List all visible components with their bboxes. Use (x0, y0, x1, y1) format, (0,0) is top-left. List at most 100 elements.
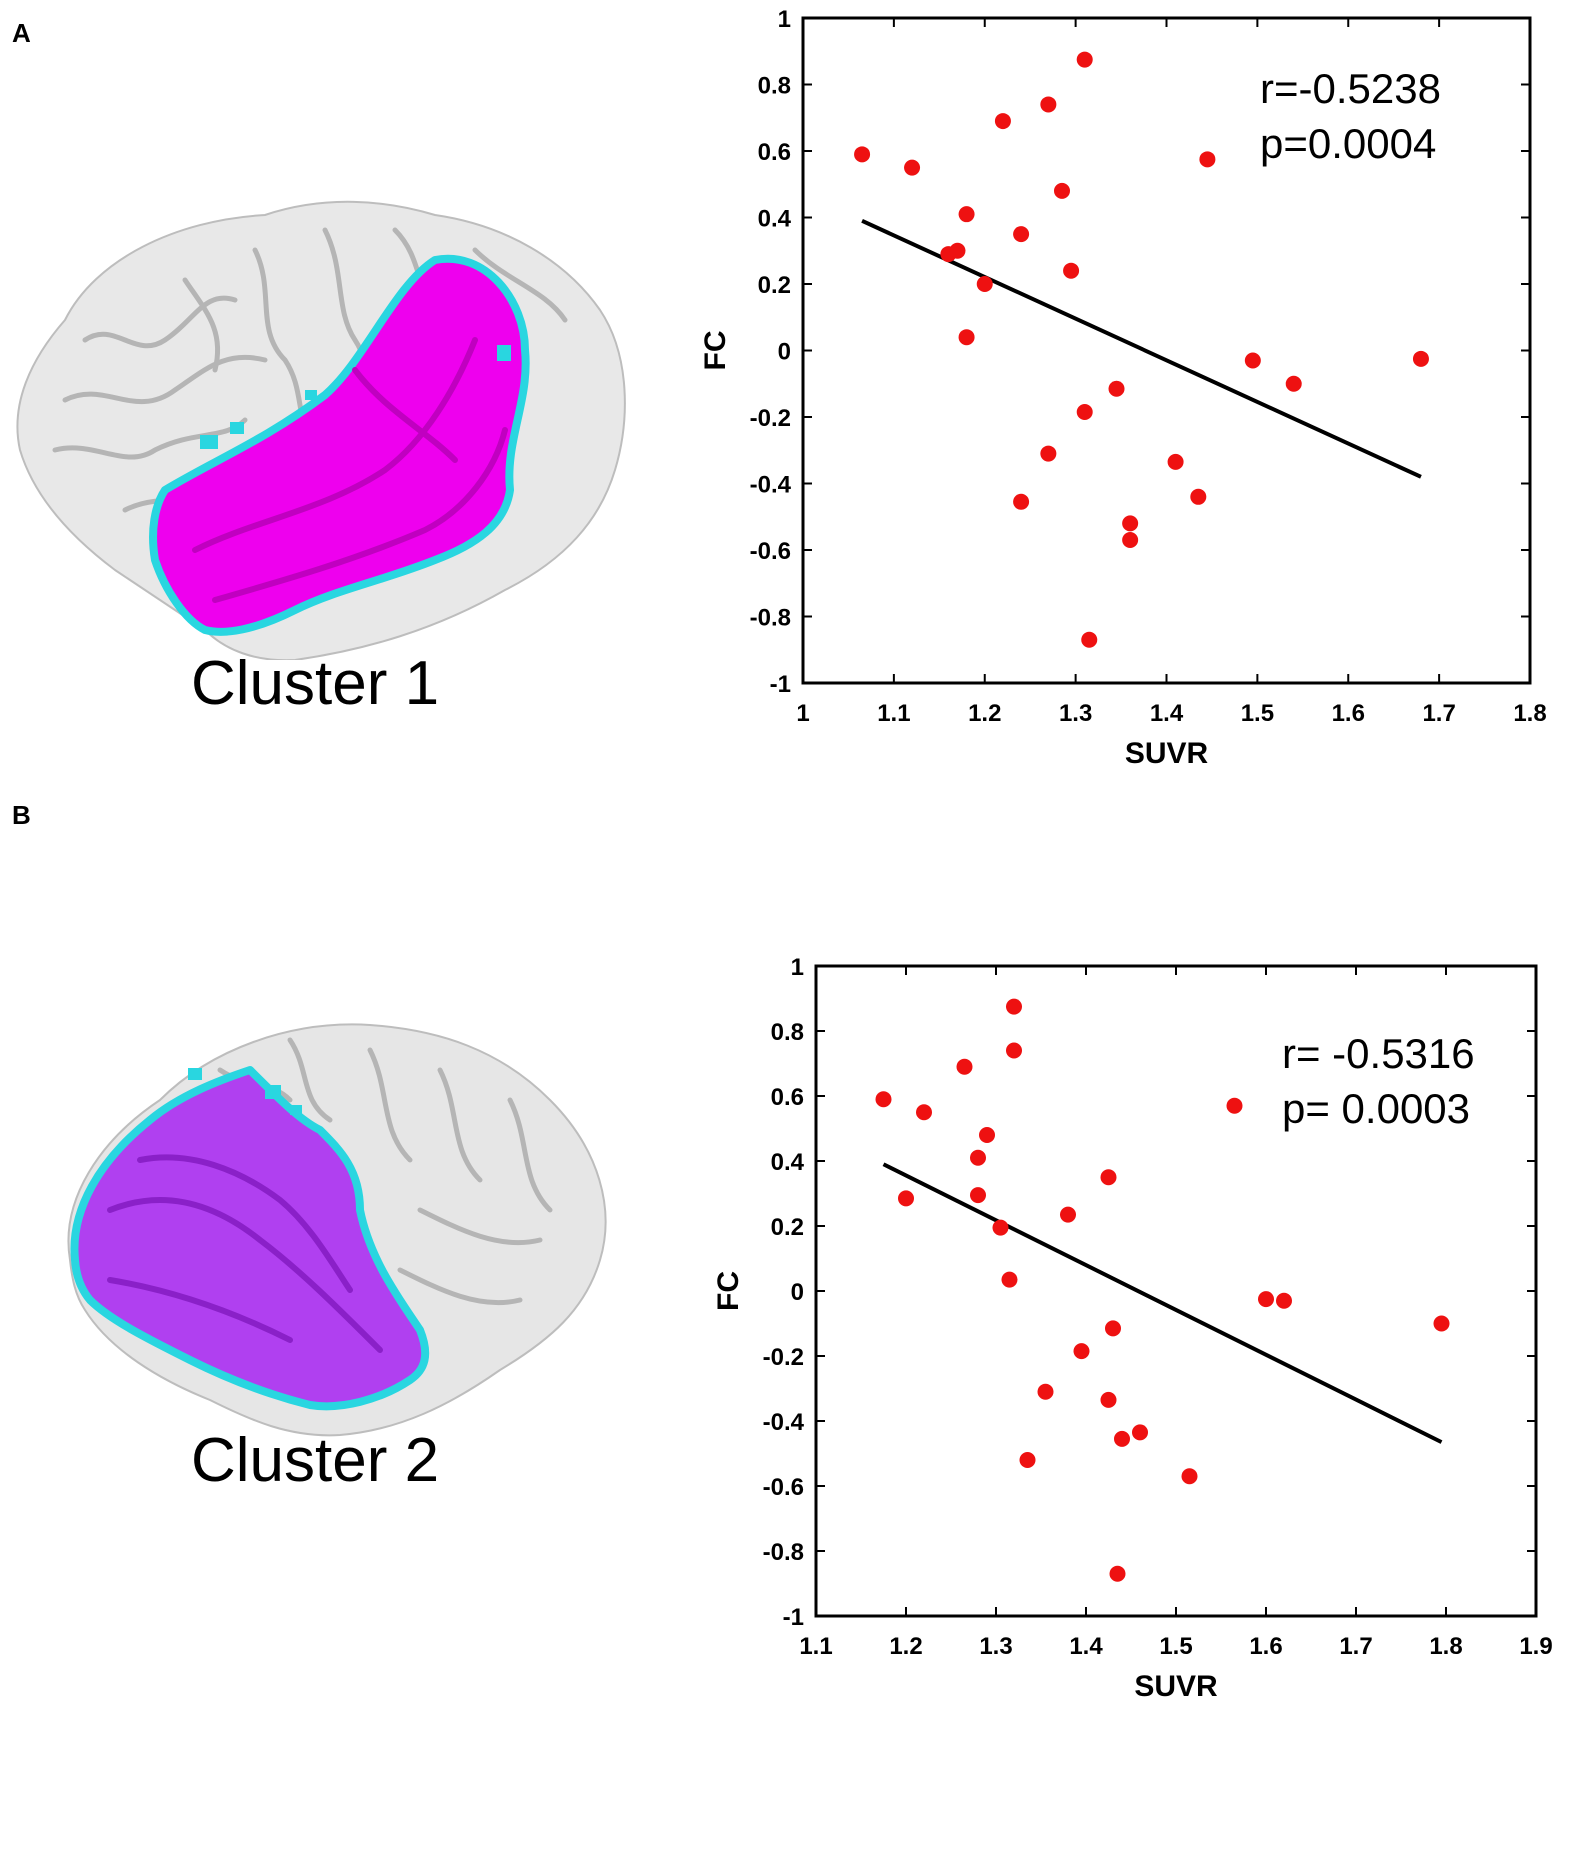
brain-cluster-2-image (67, 1023, 607, 1437)
x-axis-label: SUVR (1134, 1670, 1218, 1703)
cluster-2-label: Cluster 2 (190, 1426, 440, 1495)
y-tick-label: 0.8 (771, 1019, 804, 1046)
x-tick-label: 1.6 (1249, 1633, 1282, 1660)
panel-letter-a: A (12, 18, 31, 48)
x-tick-label: 1.7 (1422, 700, 1455, 727)
x-tick-label: 1.8 (1513, 700, 1546, 727)
scatter-plot-b-svg: r= -0.5316 p= 0.0003 1.1 1.2 1.3 1.4 1.5 1.6 1… (712, 954, 1553, 1703)
y-tick-label: 0.4 (758, 206, 792, 233)
data-point (904, 159, 921, 176)
cluster-1-label: Cluster 1 (190, 649, 440, 718)
data-point (1063, 262, 1080, 279)
data-point (854, 146, 871, 163)
data-point (949, 242, 966, 259)
data-point (1100, 1169, 1117, 1186)
data-point (1001, 1271, 1018, 1288)
x-tick-label: 1.2 (968, 700, 1001, 727)
y-tick-label: 0 (778, 339, 791, 366)
data-point (1199, 151, 1216, 168)
x-tick-label: 1.3 (979, 1633, 1012, 1660)
data-point (1114, 1430, 1130, 1447)
x-tick-label: 1 (796, 700, 809, 727)
data-point (1433, 1315, 1450, 1332)
x-tick-label: 1.6 (1332, 700, 1365, 727)
data-point (1013, 226, 1030, 243)
y-tick-label: 1 (778, 6, 791, 33)
data-point (992, 1219, 1009, 1236)
y-tick-label: 0.6 (771, 1084, 804, 1111)
x-tick-label: 1.7 (1339, 1633, 1372, 1660)
y-tick-label: 0.4 (771, 1149, 805, 1176)
regression-line (882, 1162, 1443, 1444)
x-tick-label: 1.4 (1150, 700, 1184, 727)
x-tick-label: 1.1 (877, 700, 910, 727)
stat-p-b: p= 0.0003 (1282, 1085, 1470, 1132)
x-tick-label: 1.1 (799, 1633, 832, 1660)
data-point (1122, 515, 1139, 532)
data-point (1226, 1097, 1243, 1114)
data-point (898, 1190, 914, 1207)
data-point (976, 276, 993, 292)
y-axis-label: FC (712, 1271, 745, 1311)
scatter-chart-b: r= -0.5316 p= 0.0003 1.1 1.2 1.3 1.4 1.5 1.6 1… (700, 950, 1581, 1850)
data-point (1040, 96, 1057, 113)
data-point (1109, 1565, 1126, 1582)
data-point (958, 206, 975, 223)
regression-line (861, 219, 1422, 479)
data-point (1105, 1320, 1121, 1337)
data-point (1181, 1468, 1198, 1485)
y-tick-label: 0.8 (758, 73, 791, 100)
y-tick-label: -0.2 (763, 1344, 804, 1371)
brain-cluster-1-image (16, 200, 626, 660)
y-tick-label: -1 (783, 1604, 804, 1631)
stat-p-a: p=0.0004 (1260, 120, 1436, 167)
data-point (1132, 1424, 1148, 1441)
stat-r-a: r=-0.5238 (1260, 65, 1441, 112)
data-point (956, 1058, 973, 1075)
y-tick-label: -0.4 (763, 1409, 805, 1436)
data-point (1060, 1206, 1076, 1223)
data-point (970, 1187, 986, 1204)
data-point (1040, 445, 1057, 462)
y-tick-label: -0.4 (750, 472, 792, 499)
y-tick-label: 0.2 (758, 272, 791, 299)
panel-letter-b: B (12, 800, 31, 830)
data-point (958, 329, 975, 346)
x-tick-label: 1.5 (1241, 700, 1274, 727)
y-tick-label: 0.2 (771, 1214, 804, 1241)
data-point (994, 113, 1011, 130)
data-point (1019, 1452, 1036, 1468)
x-tick-label: 1.2 (889, 1633, 922, 1660)
data-point (1108, 380, 1125, 397)
data-point (1073, 1343, 1090, 1360)
x-tick-label: 1.5 (1159, 1633, 1192, 1660)
y-tick-label: -0.8 (750, 605, 791, 632)
y-axis-label: FC (700, 331, 732, 371)
x-tick-label: 1.4 (1069, 1633, 1103, 1660)
data-point (1006, 1042, 1022, 1059)
data-point (1167, 453, 1184, 470)
y-tick-label: -0.6 (763, 1474, 804, 1501)
y-tick-label: -0.2 (750, 405, 791, 432)
x-tick-label: 1.9 (1519, 1633, 1552, 1660)
x-axis-label: SUVR (1125, 737, 1209, 770)
data-point (1276, 1292, 1292, 1309)
y-tick-label: 1 (791, 954, 804, 981)
data-point (1258, 1291, 1274, 1308)
data-point (1006, 998, 1022, 1015)
stat-r-b: r= -0.5316 (1282, 1030, 1475, 1077)
data-point (970, 1149, 986, 1166)
scatter-chart-a: r=-0.5238 p=0.0004 1 1.1 1.2 1.3 1.4 1.5 1.6 1.… (700, 0, 1581, 900)
data-point (1076, 404, 1093, 421)
y-tick-label: -0.6 (750, 538, 791, 565)
data-point (1037, 1383, 1054, 1400)
data-point (1081, 631, 1098, 648)
data-point (1190, 488, 1207, 505)
data-point (1076, 51, 1093, 68)
data-point (1013, 493, 1030, 510)
plot-frame (801, 16, 1532, 685)
x-tick-label: 1.8 (1429, 1633, 1462, 1660)
data-point (1100, 1391, 1117, 1408)
data-point (916, 1104, 932, 1121)
y-tick-label: 0 (791, 1279, 804, 1306)
